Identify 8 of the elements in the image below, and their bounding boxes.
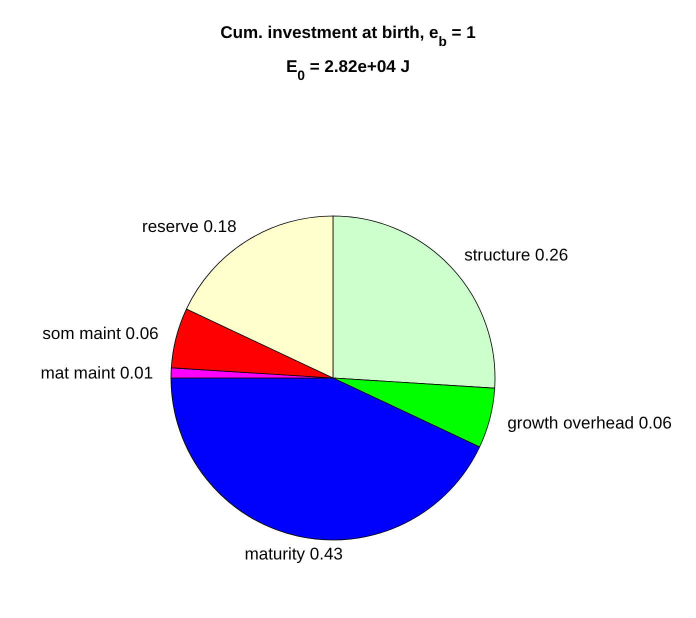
slice-label: growth overhead 0.06 (507, 414, 672, 433)
slice-label: som maint 0.06 (42, 324, 159, 344)
chart-title: Cum. investment at birth, e$_{b}$ = 1 (220, 23, 476, 48)
slice-label: maturity 0.43 (244, 544, 343, 564)
slice-label: mat maint 0.01 (40, 363, 154, 382)
slice-label: structure 0.26 (464, 246, 568, 265)
slice-label: reserve 0.18 (142, 216, 237, 236)
chart-subtitle: E$_{0}$ = 2.82e+04 J (286, 57, 410, 82)
